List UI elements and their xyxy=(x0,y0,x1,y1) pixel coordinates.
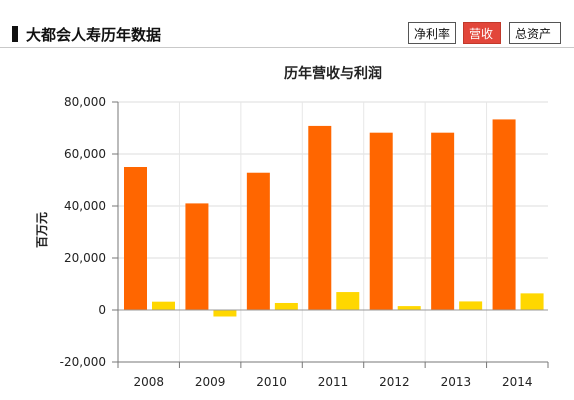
plot-background xyxy=(118,102,548,362)
y-tick-label: -20,000 xyxy=(60,355,106,369)
revenue-profit-chart: 历年营收与利润 百万元 -20,000 0 20,000 40,000 60,000 80… xyxy=(35,65,549,389)
tab-net-margin[interactable]: 净利率 xyxy=(408,22,456,44)
y-tick-label: 80,000 xyxy=(64,95,106,109)
y-tick-label: 40,000 xyxy=(64,199,106,213)
x-tick-label: 2013 xyxy=(441,375,472,389)
profit-bar xyxy=(397,306,421,310)
revenue-bar xyxy=(308,125,332,310)
revenue-bar xyxy=(431,132,455,310)
y-tick-label: 60,000 xyxy=(64,147,106,161)
x-tick-label: 2008 xyxy=(133,375,164,389)
x-tick-label: 2014 xyxy=(502,375,533,389)
y-axis-label: 百万元 xyxy=(35,212,49,248)
profit-bar xyxy=(336,292,360,310)
chart-title: 历年营收与利润 xyxy=(284,65,382,82)
plot-area: -20,000 0 20,000 40,000 60,000 80,000 2008 2009… xyxy=(60,95,549,389)
revenue-bar xyxy=(246,172,270,310)
x-tick-label: 2012 xyxy=(379,375,410,389)
x-tick-label: 2009 xyxy=(195,375,226,389)
profit-bar xyxy=(152,301,175,310)
profit-bar xyxy=(274,302,298,310)
profit-bar xyxy=(459,301,483,310)
header: 大都会人寿历年数据 净利率 营收 总资产 xyxy=(0,0,574,48)
tab-total-assets[interactable]: 总资产 xyxy=(509,22,561,44)
profit-bar xyxy=(213,310,237,317)
profit-bar xyxy=(520,293,544,310)
revenue-bar xyxy=(492,119,516,310)
header-divider xyxy=(0,47,574,48)
y-tick-label: 0 xyxy=(98,303,106,317)
tab-revenue[interactable]: 营收 xyxy=(463,22,501,44)
x-tick-label: 2011 xyxy=(318,375,349,389)
revenue-bar xyxy=(185,203,209,310)
x-tick-label: 2010 xyxy=(256,375,287,389)
revenue-bar xyxy=(124,167,147,310)
page-title: 大都会人寿历年数据 xyxy=(26,26,162,44)
y-tick-label: 20,000 xyxy=(64,251,106,265)
title-marker xyxy=(12,26,18,42)
revenue-bar xyxy=(369,132,393,310)
